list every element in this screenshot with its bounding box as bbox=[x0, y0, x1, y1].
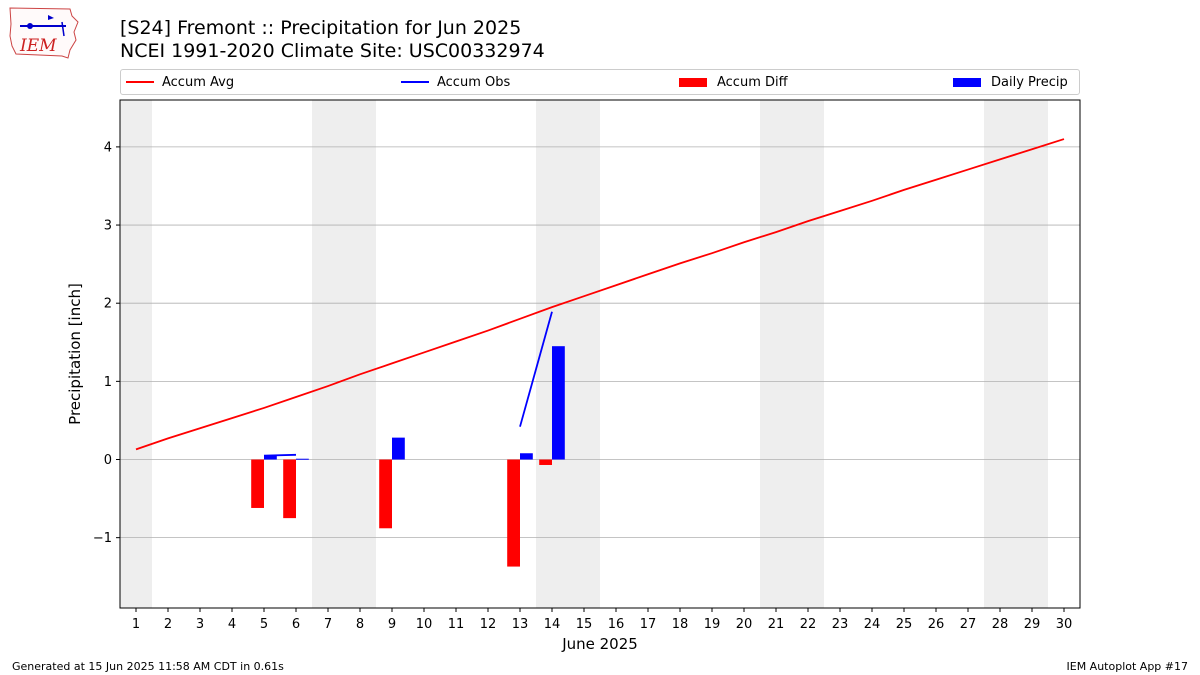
x-tick-label: 3 bbox=[196, 617, 204, 632]
x-tick-label: 24 bbox=[864, 617, 881, 632]
x-tick-label: 19 bbox=[704, 617, 721, 632]
accum-avg-line bbox=[135, 138, 1065, 451]
legend-accum-obs: Accum Obs bbox=[401, 70, 510, 94]
chart-subtitle: NCEI 1991-2020 Climate Site: USC00332974 bbox=[120, 40, 545, 62]
y-tick-label: 3 bbox=[104, 219, 112, 234]
accum-obs-line bbox=[263, 453, 297, 457]
svg-text:IEM: IEM bbox=[19, 36, 57, 56]
legend-accum-diff: Accum Diff bbox=[679, 70, 788, 94]
weekend-band bbox=[536, 100, 600, 608]
weekend-band bbox=[120, 100, 152, 608]
y-axis-label: Precipitation [inch] bbox=[66, 283, 84, 425]
x-tick-label: 25 bbox=[896, 617, 913, 632]
x-tick-label: 9 bbox=[388, 617, 396, 632]
legend-line-red bbox=[126, 81, 154, 83]
x-tick-label: 7 bbox=[324, 617, 332, 632]
x-tick-label: 16 bbox=[608, 617, 625, 632]
daily-precip-bar bbox=[392, 437, 405, 460]
y-tick-label: 2 bbox=[104, 297, 112, 312]
x-tick-label: 12 bbox=[480, 617, 497, 632]
x-tick-label: 23 bbox=[832, 617, 849, 632]
x-tick-label: 30 bbox=[1056, 617, 1073, 632]
x-tick-label: 8 bbox=[356, 617, 364, 632]
chart-title: [S24] Fremont :: Precipitation for Jun 2… bbox=[120, 17, 522, 39]
x-axis-label: June 2025 bbox=[561, 635, 638, 653]
legend-daily-precip: Daily Precip bbox=[953, 70, 1068, 94]
weekend-band bbox=[760, 100, 824, 608]
weekend-band bbox=[984, 100, 1048, 608]
y-tick-label: 4 bbox=[104, 140, 112, 155]
daily-precip-bar bbox=[264, 455, 277, 460]
legend-accum-avg: Accum Avg bbox=[126, 70, 234, 94]
x-tick-label: 17 bbox=[640, 617, 657, 632]
iem-logo: IEM bbox=[8, 6, 80, 60]
legend-box-blue bbox=[953, 77, 981, 87]
x-tick-label: 15 bbox=[576, 617, 593, 632]
x-tick-label: 28 bbox=[992, 617, 1009, 632]
x-tick-label: 27 bbox=[960, 617, 977, 632]
legend-label: Accum Avg bbox=[162, 74, 235, 90]
daily-precip-bar bbox=[552, 346, 565, 460]
accum-diff-bar bbox=[283, 459, 296, 519]
daily-precip-bar bbox=[296, 458, 309, 460]
x-tick-label: 4 bbox=[228, 617, 236, 632]
x-tick-label: 13 bbox=[512, 617, 529, 632]
x-tick-label: 6 bbox=[292, 617, 300, 632]
app-footer: IEM Autoplot App #17 bbox=[1066, 660, 1189, 673]
x-tick-label: 1 bbox=[132, 617, 140, 632]
x-tick-label: 22 bbox=[800, 617, 817, 632]
generated-footer: Generated at 15 Jun 2025 11:58 AM CDT in… bbox=[12, 660, 284, 673]
weekend-band bbox=[312, 100, 376, 608]
chart-legend: Accum Avg Accum Obs Accum Diff Daily Pre… bbox=[120, 69, 1080, 95]
legend-label: Daily Precip bbox=[991, 74, 1068, 90]
legend-box-red bbox=[679, 77, 707, 87]
x-tick-label: 14 bbox=[544, 617, 561, 632]
legend-label: Accum Obs bbox=[437, 74, 511, 90]
x-tick-label: 20 bbox=[736, 617, 753, 632]
x-tick-label: 11 bbox=[448, 617, 465, 632]
x-tick-label: 29 bbox=[1024, 617, 1041, 632]
accum-obs-line bbox=[519, 311, 553, 427]
y-tick-label: 0 bbox=[104, 453, 112, 468]
iowa-map-icon: IEM bbox=[9, 7, 79, 59]
daily-precip-bar bbox=[520, 453, 533, 460]
accum-diff-bar bbox=[539, 459, 552, 465]
y-tick-label: −1 bbox=[93, 531, 112, 546]
accum-diff-bar bbox=[379, 459, 392, 529]
x-tick-label: 5 bbox=[260, 617, 268, 632]
accum-diff-bar bbox=[507, 459, 520, 567]
x-tick-label: 10 bbox=[416, 617, 433, 632]
legend-line-blue bbox=[401, 81, 429, 83]
y-tick-label: 1 bbox=[104, 375, 112, 390]
x-tick-label: 2 bbox=[164, 617, 172, 632]
plot-frame bbox=[119, 99, 1081, 609]
x-tick-label: 21 bbox=[768, 617, 785, 632]
accum-diff-bar bbox=[251, 459, 264, 508]
x-tick-label: 26 bbox=[928, 617, 945, 632]
legend-label: Accum Diff bbox=[717, 74, 788, 90]
x-tick-label: 18 bbox=[672, 617, 689, 632]
